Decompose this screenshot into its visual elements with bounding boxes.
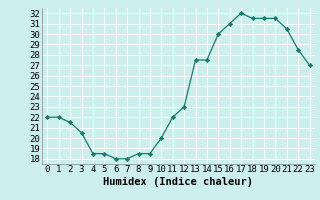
- X-axis label: Humidex (Indice chaleur): Humidex (Indice chaleur): [103, 177, 253, 187]
